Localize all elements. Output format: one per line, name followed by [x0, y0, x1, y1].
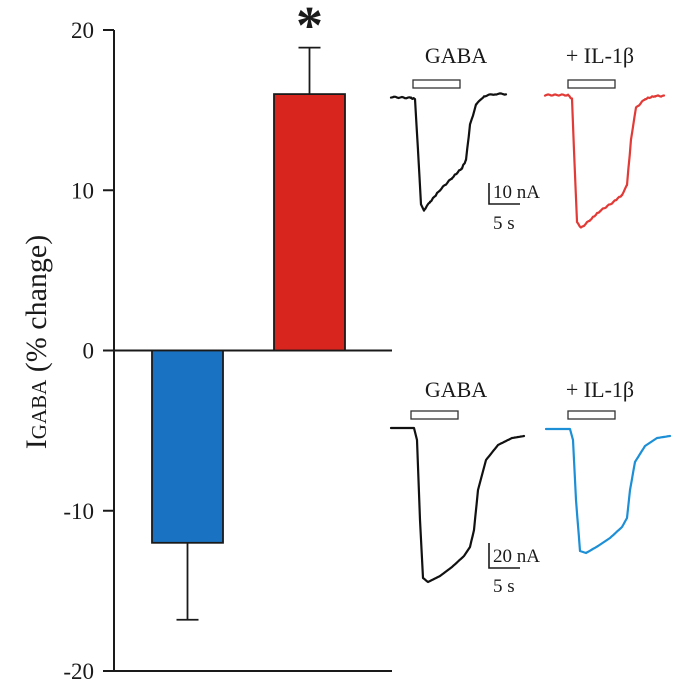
y-tick-label: 10 — [71, 178, 94, 203]
inset-top: GABA + IL-1β 10 nA 5 s — [389, 43, 666, 234]
significance-marker: * — [296, 0, 323, 56]
y-tick-label: 0 — [83, 339, 95, 364]
y-tick-label: -20 — [63, 659, 94, 684]
il1b-current-trace — [544, 427, 672, 555]
inset-top-treatment-label: + IL-1β — [566, 43, 634, 68]
scale-bar — [488, 543, 520, 569]
bar — [273, 93, 346, 352]
il1b-current-trace — [543, 93, 666, 229]
bar — [151, 349, 224, 544]
y-tick-label: -10 — [63, 499, 94, 524]
y-tick-label: 20 — [71, 18, 94, 43]
gaba-application-bar — [412, 79, 461, 89]
inset-bottom-control-label: GABA — [425, 377, 487, 402]
gaba-application-bar — [567, 410, 616, 420]
gaba-application-bar — [567, 79, 616, 89]
inset-bottom: GABA + IL-1β 20 nA 5 s — [389, 377, 672, 597]
scale-current-label: 20 nA — [493, 546, 540, 567]
gaba-application-bar — [410, 410, 459, 420]
scale-bar — [488, 183, 520, 205]
inset-top-control-label: GABA — [425, 43, 487, 68]
scale-time-label: 5 s — [493, 213, 515, 234]
scale-current-label: 10 nA — [493, 182, 540, 203]
inset-bottom-treatment-label: + IL-1β — [566, 377, 634, 402]
bars: * — [151, 0, 346, 621]
y-axis-label: IGABA (% change) — [20, 235, 53, 449]
scale-time-label: 5 s — [493, 576, 515, 597]
control-current-trace — [389, 426, 526, 584]
y-ticks: 20 10 0 -10 -20 — [63, 18, 114, 684]
control-current-trace — [389, 92, 508, 212]
